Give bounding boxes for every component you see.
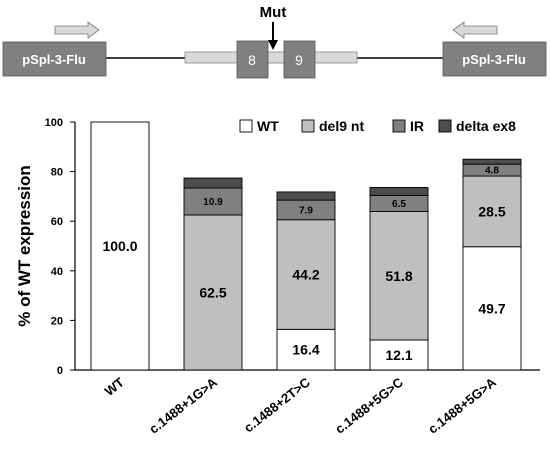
x-tick-label: WT bbox=[102, 375, 127, 399]
intron-segment bbox=[184, 51, 358, 64]
bar-segment bbox=[276, 219, 336, 330]
bar-segment bbox=[462, 175, 522, 248]
data-label: 62.5 bbox=[199, 285, 226, 301]
bar-segment bbox=[369, 339, 429, 371]
bar-segment bbox=[369, 187, 429, 196]
y-tick-label: 60 bbox=[51, 216, 63, 228]
bar-segment bbox=[183, 214, 243, 371]
bar-segment bbox=[183, 177, 243, 189]
legend-label: del9 nt bbox=[319, 118, 364, 134]
legend-label: delta ex8 bbox=[456, 118, 516, 134]
data-label: 28.5 bbox=[478, 203, 505, 219]
bar-segment bbox=[183, 187, 243, 216]
x-tick-label: c.1488+2T>C bbox=[241, 374, 313, 435]
x-tick-label: c.1488+5G>A bbox=[425, 374, 499, 436]
exon-8-label: 8 bbox=[248, 52, 256, 68]
y-axis-ticks: 0 20 40 60 80 100 bbox=[45, 117, 75, 377]
legend-label: IR bbox=[410, 118, 424, 134]
data-label: 100.0 bbox=[102, 238, 137, 254]
data-label: 44.2 bbox=[292, 267, 319, 283]
y-tick-label: 20 bbox=[51, 315, 63, 327]
y-axis-title: % of WT expression bbox=[15, 165, 34, 327]
right-vector-box bbox=[442, 41, 547, 77]
right-vector-label: pSpl-3-Flu bbox=[462, 52, 526, 67]
mutation-arrow-head bbox=[268, 40, 278, 50]
x-tick-labels: WT c.1488+1G>A c.1488+2T>C c.1488+5G>C c.148… bbox=[102, 374, 500, 436]
legend-label: WT bbox=[257, 118, 279, 134]
exon-9-box bbox=[283, 40, 316, 79]
left-vector-label: pSpl-3-Flu bbox=[22, 52, 86, 67]
data-label: 12.1 bbox=[385, 347, 412, 363]
legend-swatch bbox=[301, 119, 315, 133]
bars-group: 100.0 62.5 10.9 16.4 44.2 7.9 12.1 51.8 6.5 49.7 2… bbox=[90, 121, 522, 371]
bar-segment bbox=[276, 191, 336, 201]
mutation-label: Mut bbox=[260, 4, 287, 21]
bar-segment bbox=[276, 328, 336, 371]
exon-9-label: 9 bbox=[295, 52, 303, 68]
legend-swatch bbox=[392, 119, 406, 133]
exon-8-box bbox=[236, 40, 269, 79]
reverse-primer-arrow-icon bbox=[452, 21, 498, 39]
y-tick-label: 80 bbox=[51, 167, 63, 179]
legend-swatch bbox=[438, 119, 452, 133]
data-label: 6.5 bbox=[392, 199, 406, 210]
x-tick-label: c.1488+1G>A bbox=[146, 374, 220, 436]
bar-segment bbox=[90, 121, 150, 371]
y-tick-label: 0 bbox=[57, 365, 63, 377]
data-label: 7.9 bbox=[299, 205, 313, 216]
legend: WT del9 nt IR delta ex8 bbox=[239, 118, 516, 134]
x-tick-label: c.1488+5G>C bbox=[332, 374, 406, 436]
construct-diagram: pSpl-3-Flu pSpl-3-Flu 8 9 Mut bbox=[2, 4, 547, 79]
bar-segment bbox=[462, 158, 522, 165]
data-label: 4.8 bbox=[485, 166, 499, 177]
y-tick-label: 100 bbox=[45, 117, 63, 129]
legend-swatch bbox=[239, 119, 253, 133]
left-vector-box bbox=[2, 41, 107, 77]
data-label: 16.4 bbox=[292, 342, 319, 358]
chart: 0 20 40 60 80 100 % of WT expression 100.0 62.… bbox=[15, 117, 540, 437]
y-tick-label: 40 bbox=[51, 266, 63, 278]
forward-primer-arrow-icon bbox=[54, 21, 100, 39]
data-label: 51.8 bbox=[385, 268, 412, 284]
data-label: 49.7 bbox=[478, 300, 505, 316]
data-label: 10.9 bbox=[203, 197, 223, 208]
bar-segment bbox=[462, 246, 522, 371]
